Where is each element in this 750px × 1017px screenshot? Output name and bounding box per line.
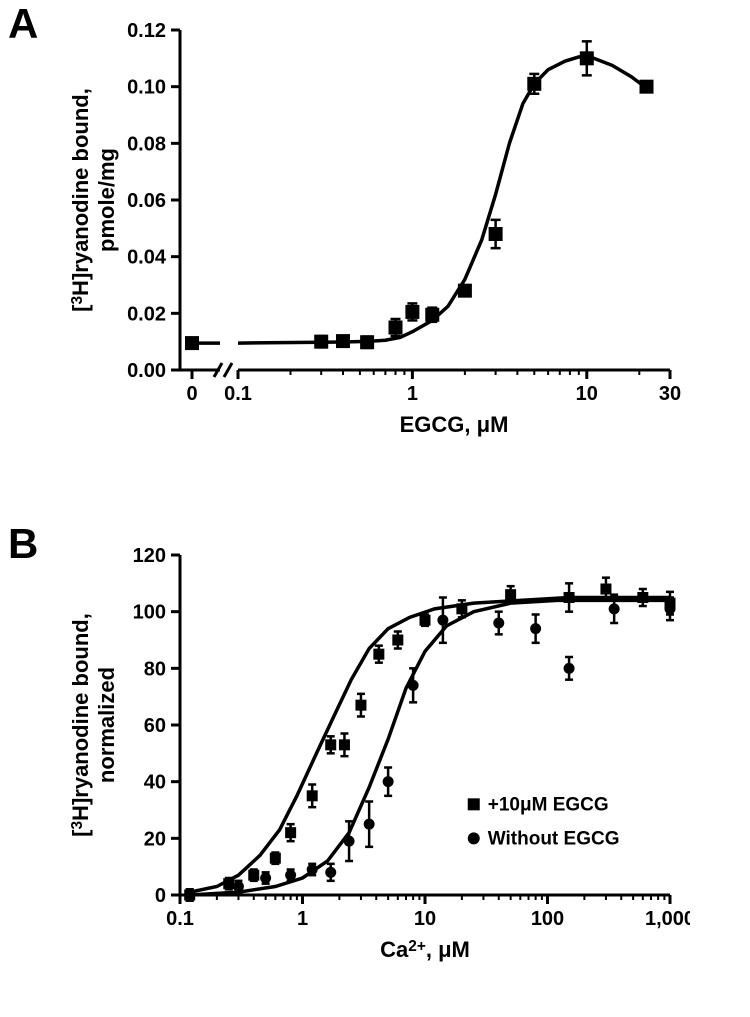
svg-text:0.06: 0.06 (127, 190, 166, 212)
svg-text:0.10: 0.10 (127, 77, 166, 99)
svg-text:EGCG, μM: EGCG, μM (400, 412, 509, 437)
svg-text:0.00: 0.00 (127, 360, 166, 382)
svg-text:0.08: 0.08 (127, 133, 166, 155)
svg-text:[3H]ryanodine bound,: [3H]ryanodine bound, (70, 613, 93, 837)
svg-text:10: 10 (576, 383, 598, 405)
panel-b-chart: 0 20 40 60 80 100 120 0.1 1 10 100 1,000 +10μM EGCG W… (70, 545, 690, 985)
svg-text:Ca2+, μM: Ca2+, μM (380, 937, 470, 962)
svg-text:0.1: 0.1 (166, 908, 194, 930)
panel-a-label: A (8, 0, 38, 48)
svg-text:0.1: 0.1 (224, 383, 252, 405)
svg-text:40: 40 (144, 772, 166, 794)
svg-text:+10μM EGCG: +10μM EGCG (488, 794, 609, 815)
svg-text:20: 20 (144, 828, 166, 850)
svg-text:10: 10 (414, 908, 436, 930)
panel-b-svg: 0 20 40 60 80 100 120 0.1 1 10 100 1,000 +10μM EGCG W… (70, 545, 690, 985)
svg-text:0.02: 0.02 (127, 303, 166, 325)
page: A 0.000.020.040.060.080.100.1200.111030[… (0, 0, 750, 1017)
svg-text:pmole/mg: pmole/mg (94, 148, 119, 252)
svg-text:0.04: 0.04 (127, 247, 167, 269)
svg-text:0: 0 (155, 885, 166, 907)
svg-text:30: 30 (659, 383, 681, 405)
svg-text:normalized: normalized (94, 667, 119, 783)
svg-text:Without EGCG: Without EGCG (488, 828, 620, 849)
svg-text:60: 60 (144, 715, 166, 737)
svg-text:1: 1 (407, 383, 418, 405)
svg-text:120: 120 (133, 545, 166, 567)
svg-text:1: 1 (297, 908, 308, 930)
svg-text:100: 100 (531, 908, 564, 930)
panel-a-chart: 0.00 0.02 0.04 0.06 0.08 0.10 0.12 0 0.1 1 10 30 [3H… (70, 20, 690, 460)
svg-text:1,000: 1,000 (645, 908, 690, 930)
svg-text:100: 100 (133, 602, 166, 624)
svg-text:[3H]ryanodine bound,: [3H]ryanodine bound, (70, 88, 93, 312)
svg-text:0: 0 (186, 383, 197, 405)
svg-text:80: 80 (144, 658, 166, 680)
panel-b-label: B (8, 520, 38, 568)
svg-text:0.12: 0.12 (127, 20, 166, 42)
panel-a-svg: 0.00 0.02 0.04 0.06 0.08 0.10 0.12 0 0.1 1 10 30 [3H… (70, 20, 690, 460)
